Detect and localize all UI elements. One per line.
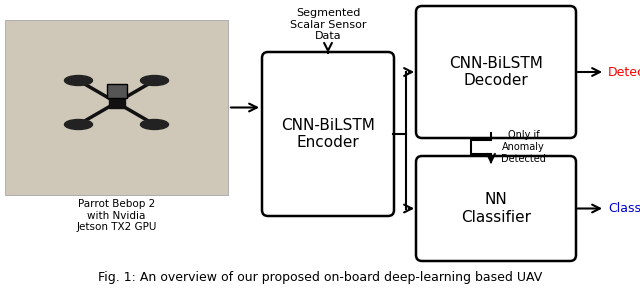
Text: Detection: Detection <box>608 65 640 79</box>
Text: Classification: Classification <box>608 202 640 215</box>
FancyBboxPatch shape <box>416 156 576 261</box>
Ellipse shape <box>65 75 93 86</box>
FancyBboxPatch shape <box>416 6 576 138</box>
Text: NN
Classifier: NN Classifier <box>461 192 531 225</box>
Text: Parrot Bebop 2
with Nvidia
Jetson TX2 GPU: Parrot Bebop 2 with Nvidia Jetson TX2 GP… <box>76 199 157 232</box>
Polygon shape <box>109 98 125 107</box>
Text: Fig. 1: An overview of our proposed on-board deep-learning based UAV: Fig. 1: An overview of our proposed on-b… <box>98 271 542 284</box>
FancyBboxPatch shape <box>5 20 228 195</box>
FancyBboxPatch shape <box>262 52 394 216</box>
Ellipse shape <box>141 75 168 86</box>
Text: Segmented
Scalar Sensor
Data: Segmented Scalar Sensor Data <box>290 8 366 41</box>
Ellipse shape <box>141 120 168 130</box>
Text: CNN-BiLSTM
Encoder: CNN-BiLSTM Encoder <box>281 118 375 150</box>
FancyBboxPatch shape <box>106 84 127 98</box>
Ellipse shape <box>65 120 93 130</box>
Text: CNN-BiLSTM
Decoder: CNN-BiLSTM Decoder <box>449 56 543 88</box>
Text: Only if
Anomaly
Detected: Only if Anomaly Detected <box>501 130 546 164</box>
